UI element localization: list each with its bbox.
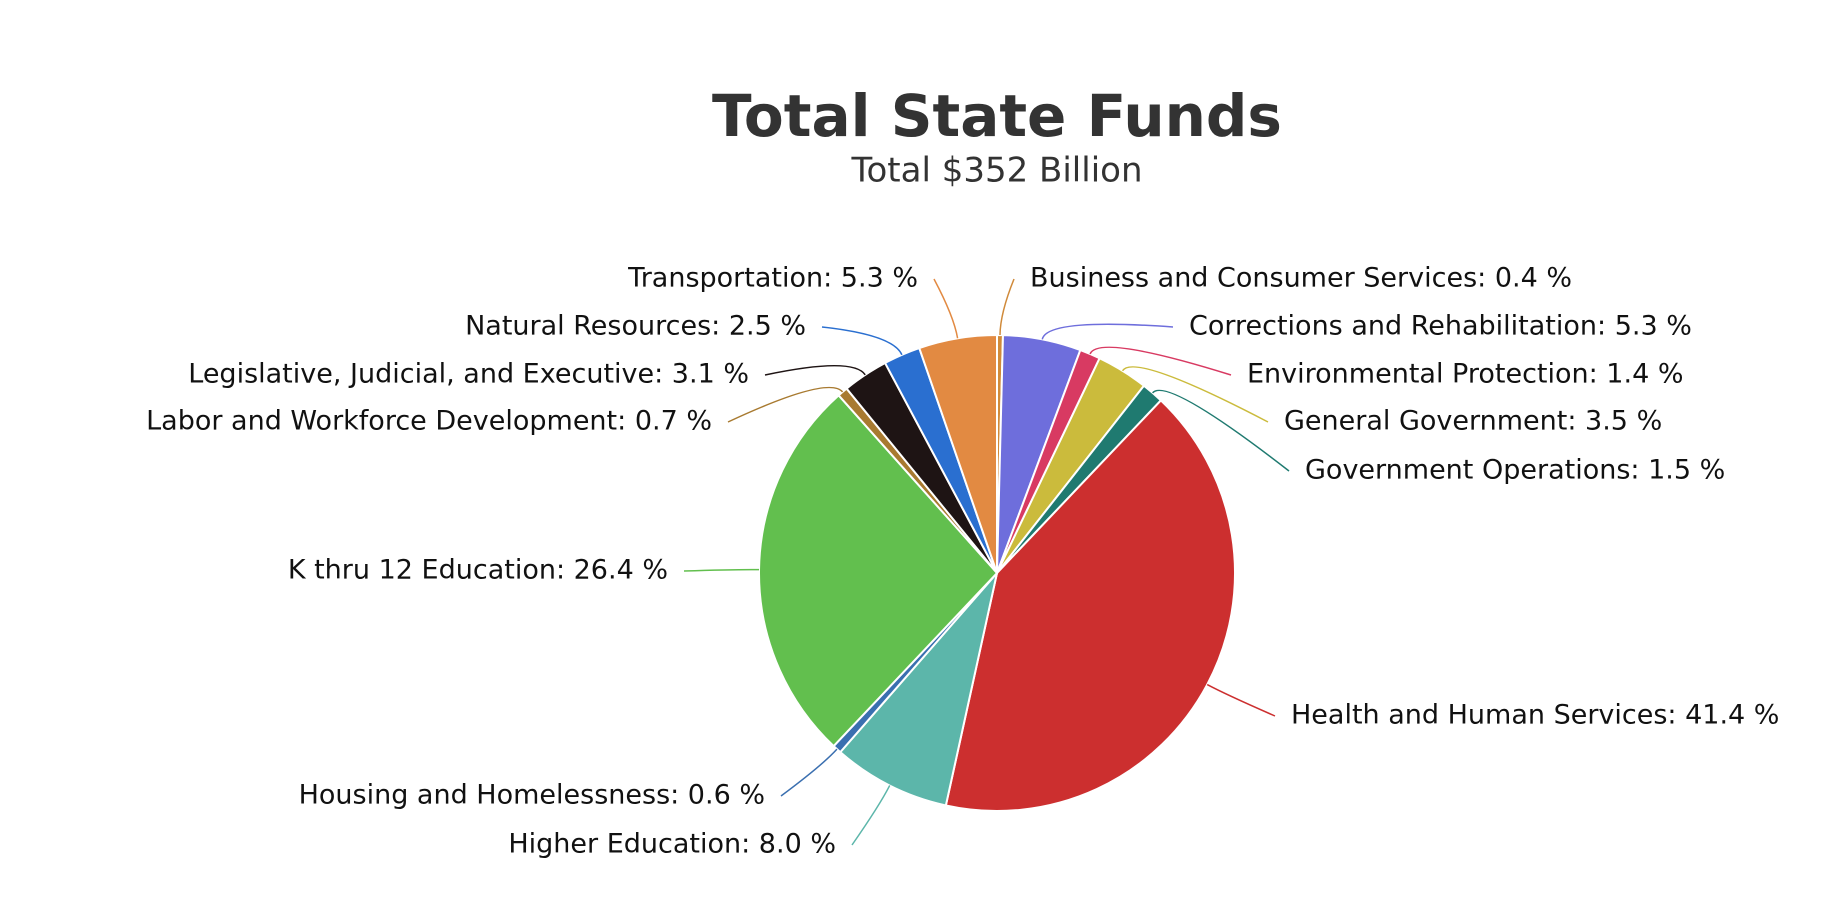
chart-title: Total State Funds	[712, 82, 1282, 150]
data-label: General Government: 3.5 %	[1284, 406, 1662, 437]
leader-line	[1206, 683, 1276, 717]
leader-line	[821, 326, 903, 356]
data-label: Transportation: 5.3 %	[627, 263, 918, 294]
leader-line	[1152, 389, 1290, 472]
pie-slice	[918, 333, 998, 574]
data-label: Labor and Workforce Development: 0.7 %	[146, 406, 712, 437]
pie-slice	[944, 398, 1236, 812]
data-label: Government Operations: 1.5 %	[1305, 455, 1725, 486]
leader-line	[764, 365, 866, 376]
leader-line	[1121, 366, 1269, 423]
data-label: Legislative, Judicial, and Executive: 3.…	[188, 359, 749, 390]
leader-line	[1089, 346, 1232, 376]
data-label: Environmental Protection: 1.4 %	[1247, 359, 1683, 390]
leader-line	[780, 748, 838, 797]
leader-line	[999, 278, 1015, 336]
chart-subtitle: Total $352 Billion	[850, 151, 1142, 191]
data-label: Corrections and Rehabilitation: 5.3 %	[1189, 311, 1692, 342]
data-label: Business and Consumer Services: 0.4 %	[1030, 263, 1572, 294]
data-label: Housing and Homelessness: 0.6 %	[299, 780, 765, 811]
leader-line	[933, 278, 959, 339]
leader-line	[851, 785, 891, 846]
data-label: Natural Resources: 2.5 %	[465, 311, 806, 342]
pie-slice	[758, 393, 999, 748]
leader-line	[683, 568, 760, 572]
data-label: Health and Human Services: 41.4 %	[1291, 700, 1779, 731]
leader-line	[727, 386, 844, 423]
data-label: Higher Education: 8.0 %	[508, 829, 836, 860]
leader-line	[1041, 323, 1174, 340]
data-label: K thru 12 Education: 26.4 %	[288, 555, 668, 586]
